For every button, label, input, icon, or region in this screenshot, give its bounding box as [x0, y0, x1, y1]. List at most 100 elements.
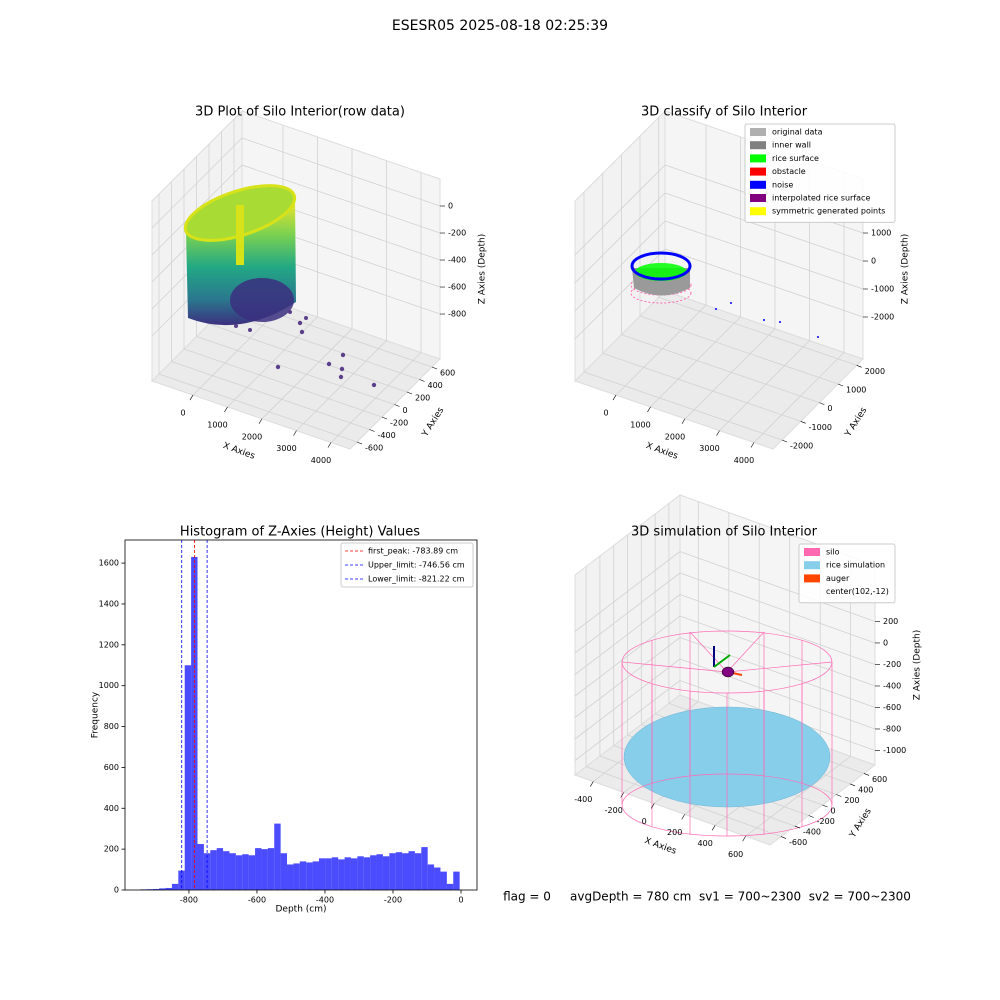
x-tick-label: 200: [667, 828, 682, 837]
z-tick-label: 1000: [871, 229, 891, 238]
x-axis-label: Depth (cm): [275, 905, 326, 915]
tick-mark: [742, 836, 746, 842]
legend-label: noise: [772, 180, 793, 189]
y-tick-label: -600: [789, 838, 807, 847]
z-axis-label: Z Axies (Depth): [478, 234, 488, 305]
silo-wireframe: [621, 630, 833, 837]
z-tick-label: 0: [448, 202, 453, 211]
x-tick-label: 4000: [311, 456, 331, 465]
bar: [242, 854, 249, 890]
y-axis-label: Y Axies: [843, 406, 869, 440]
bar: [210, 850, 217, 890]
grid-line: [679, 551, 876, 622]
x-tick-label: 2000: [665, 432, 685, 441]
z-tick-label: -600: [448, 283, 466, 292]
panel-title: Histogram of Z-Axies (Height) Values: [180, 525, 420, 540]
tick-mark: [224, 406, 228, 413]
grid-line: [719, 340, 810, 431]
status-line: flag = 0 avgDepth = 780 cm sv1 = 700~230…: [503, 890, 911, 904]
x-tick-label: 0: [642, 817, 647, 826]
grid-line: [241, 164, 441, 234]
grid-line: [574, 572, 681, 654]
y-tick-label: 1000: [99, 681, 119, 690]
tick-mark: [711, 825, 716, 831]
x-tick-label: 2000: [242, 432, 262, 441]
tick-mark: [650, 803, 655, 809]
bar: [274, 823, 281, 890]
bar: [395, 852, 403, 890]
y-tick-label: 2000: [865, 367, 885, 376]
grid-line: [208, 323, 408, 393]
panel-title: 3D classify of Silo Interior: [641, 105, 808, 120]
z-tick-label: -800: [448, 310, 466, 319]
y-tick-label: 400: [858, 785, 873, 794]
y-tick-label: 1600: [99, 559, 119, 568]
y-axis-label: Y Axies: [848, 807, 874, 841]
legend-swatch: [750, 194, 766, 202]
x-tick-label: 1000: [630, 420, 650, 429]
plot-frame: [124, 539, 478, 891]
x-tick-label: 0: [180, 409, 185, 418]
y-tick-label: 1000: [846, 385, 866, 394]
tick-mark: [794, 825, 800, 829]
grid-line: [261, 328, 353, 420]
bar: [159, 888, 166, 890]
tick-mark: [356, 441, 363, 445]
bar: [197, 844, 204, 890]
x-tick-label: -200: [384, 896, 402, 905]
legend-label: obstacle: [772, 167, 806, 176]
z-tick-label: -200: [448, 229, 466, 238]
y-tick-label: 0: [114, 886, 119, 895]
bar: [427, 864, 435, 890]
x-tick-label: 0: [603, 409, 608, 418]
legend-swatch: [804, 574, 820, 583]
bar: [446, 883, 454, 890]
grid-line: [583, 371, 783, 441]
bar: [363, 857, 371, 890]
bar: [382, 856, 390, 890]
tick-mark: [836, 794, 842, 797]
legend-swatch: [750, 141, 766, 150]
legend-label: Upper_limit: -746.56 cm: [368, 561, 465, 570]
grid-line: [684, 328, 776, 420]
grid-line: [602, 352, 801, 422]
bar: [370, 855, 377, 890]
tick-mark: [419, 379, 425, 382]
y-tick-label: 1400: [99, 599, 119, 608]
noise-ring: [630, 251, 692, 281]
legend-label: rice simulation: [826, 561, 885, 570]
auger-axis: [713, 654, 731, 668]
bar: [165, 887, 172, 890]
tick-mark: [822, 804, 828, 808]
panel-title: 3D simulation of Silo Interior: [631, 525, 818, 540]
plot-shapes: [183, 184, 833, 837]
legend-label: Lower_limit: -821.22 cm: [368, 575, 465, 584]
legend-label: rice surface: [772, 154, 819, 163]
grid-line: [574, 220, 666, 312]
legend-label: first_peak: -783.89 cm: [368, 547, 458, 556]
z-tick-label: -200: [883, 660, 901, 669]
auger: [721, 666, 735, 678]
grid-line: [658, 296, 857, 366]
z-tick-label: -400: [448, 256, 466, 265]
grid-line: [679, 572, 876, 644]
bar: [146, 889, 153, 890]
tick-mark: [369, 429, 375, 432]
x-tick-label: -400: [316, 896, 334, 905]
tick-mark: [394, 404, 400, 407]
grid-line: [330, 352, 422, 443]
noise-points: [234, 310, 377, 388]
bar: [287, 864, 294, 890]
y-tick-label: 0: [827, 404, 832, 413]
z-tick-label: 0: [871, 257, 876, 266]
grid-line: [639, 315, 839, 385]
tick-mark: [406, 391, 413, 395]
bar: [171, 883, 179, 890]
y-axis-label: Frequency: [91, 691, 101, 738]
legend-label: symmetric generated points: [772, 207, 885, 216]
z-tick-label: -600: [883, 703, 901, 712]
z-tick-label: -2000: [871, 313, 894, 322]
grid-line: [574, 192, 666, 284]
grid-line: [158, 373, 358, 443]
